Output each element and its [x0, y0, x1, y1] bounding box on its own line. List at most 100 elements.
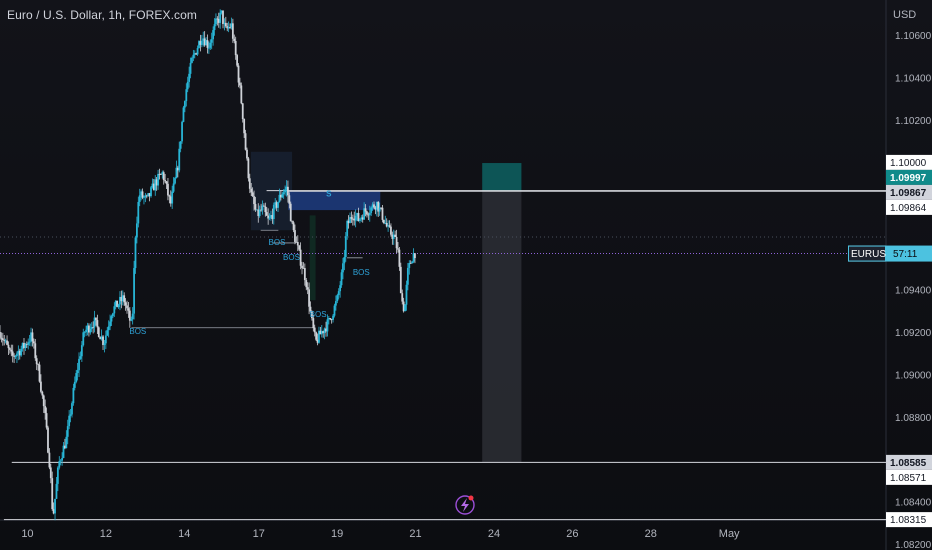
candle-body — [82, 332, 85, 346]
candle — [143, 195, 145, 205]
candle-body — [83, 332, 86, 333]
candle-body — [54, 498, 56, 514]
lightning-icon[interactable] — [455, 495, 475, 515]
candle-body — [357, 212, 360, 221]
candle — [236, 53, 239, 68]
candle-body — [20, 348, 23, 356]
candle-body — [30, 332, 32, 342]
candle-body — [62, 445, 65, 458]
candle-body — [199, 41, 202, 45]
candle — [82, 328, 85, 347]
candle-body — [334, 301, 337, 306]
price-label-text: 1.08315 — [890, 515, 927, 526]
stop-zone[interactable] — [482, 191, 522, 463]
x-tick-label: 10 — [21, 528, 33, 540]
candle — [327, 316, 330, 325]
candle-body — [193, 53, 196, 55]
candle — [333, 303, 336, 318]
candle — [59, 459, 62, 466]
candle-body — [234, 40, 237, 56]
price-label-box — [886, 199, 932, 215]
candle-body — [309, 306, 312, 312]
candle — [226, 22, 229, 32]
candle — [154, 175, 157, 196]
candle-body — [143, 197, 145, 198]
candle-body — [107, 326, 110, 331]
candle — [112, 312, 114, 319]
candle — [392, 229, 395, 245]
candle — [10, 344, 13, 357]
candle — [96, 314, 99, 335]
candle-body — [261, 205, 264, 211]
candle-body — [131, 313, 134, 320]
candle-body — [382, 219, 385, 224]
candle — [178, 141, 181, 173]
candle — [308, 282, 310, 315]
candle-body — [189, 62, 192, 74]
candle-body — [380, 207, 382, 209]
candle — [134, 235, 137, 274]
candle — [391, 231, 394, 245]
candle-body — [402, 301, 405, 312]
price-label: 1.08571 — [886, 469, 932, 485]
candle — [409, 260, 412, 264]
price-label: 1.09997 — [886, 169, 932, 185]
x-tick-label: 17 — [253, 528, 265, 540]
candle-body — [316, 339, 319, 343]
candle-body — [354, 215, 357, 221]
candle-body — [48, 452, 51, 468]
candle-body — [86, 325, 89, 330]
candle — [241, 102, 244, 123]
candle-body — [88, 325, 90, 333]
candle-body — [0, 337, 3, 339]
candle-body — [161, 172, 164, 175]
candle-body — [399, 266, 402, 294]
candle — [73, 376, 76, 391]
candle-body — [104, 335, 107, 344]
candle — [311, 310, 313, 321]
price-label-text: 1.09864 — [890, 203, 927, 214]
candle-body — [336, 295, 339, 302]
candle — [158, 168, 161, 180]
candle — [405, 280, 408, 311]
candle — [157, 169, 159, 190]
candle — [85, 325, 87, 336]
price-label: 1.09867 — [886, 184, 932, 200]
candle-body — [157, 173, 159, 186]
candle — [346, 219, 349, 240]
candle-body — [381, 207, 384, 220]
candle — [23, 337, 25, 355]
candle — [349, 212, 351, 224]
candle-body — [207, 47, 210, 49]
candle-body — [325, 328, 327, 332]
candle-body — [243, 119, 246, 134]
target-zone[interactable] — [482, 163, 522, 192]
candle — [399, 262, 402, 294]
candle — [40, 374, 42, 394]
candle — [212, 26, 215, 46]
candle-body — [391, 234, 394, 239]
ticker-tag[interactable]: EURUSD 57:11 — [848, 245, 932, 262]
candle — [224, 16, 227, 28]
candle-body — [247, 158, 250, 179]
candle — [130, 316, 133, 322]
candle — [271, 208, 274, 224]
candle — [25, 341, 28, 349]
candle-body — [327, 318, 330, 320]
candle — [64, 438, 66, 450]
candle-body — [275, 202, 278, 208]
candle-body — [305, 280, 308, 288]
y-tick-label: 1.09200 — [895, 328, 932, 339]
candle — [58, 456, 61, 470]
candle — [66, 419, 69, 445]
candle — [207, 41, 210, 54]
candle-body — [181, 121, 183, 142]
candle — [42, 394, 45, 413]
supply-zone[interactable] — [288, 191, 381, 211]
candle-body — [120, 296, 123, 302]
candle — [332, 314, 334, 323]
candle-body — [289, 203, 292, 222]
candle-body — [268, 217, 271, 219]
